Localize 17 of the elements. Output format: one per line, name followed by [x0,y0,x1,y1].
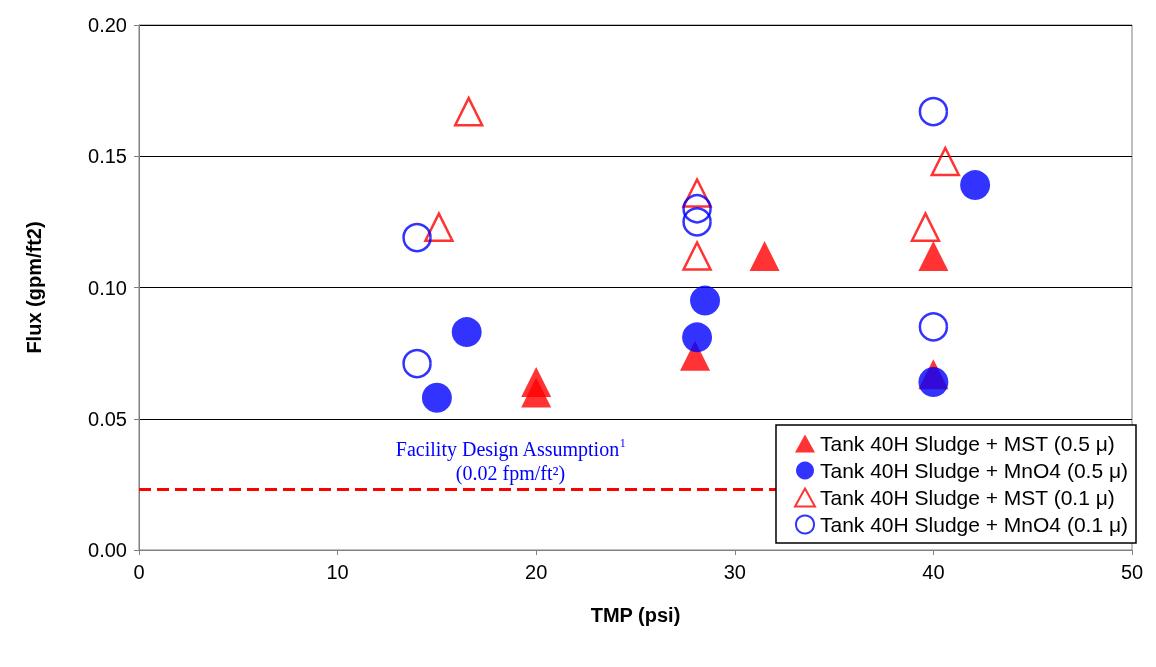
y-tick-label: 0.15 [88,145,127,168]
x-tick-label: 40 [922,561,945,583]
x-tick-label: 10 [326,561,349,583]
y-tick-label: 0.10 [88,276,127,299]
y-axis-title: Flux (gpm/ft2) [23,221,45,354]
x-tick-label: 20 [525,561,548,583]
legend-label: Tank 40H Sludge + MnO4 (0.5 μ) [819,459,1129,482]
legend-label: Tank 40H Sludge + MST (0.5 μ) [819,432,1115,455]
x-axis-title: TMP (psi) [590,604,681,626]
y-tick-label: 0.05 [88,407,127,430]
y-tick-label: 0.20 [88,14,127,36]
legend-label: Tank 40H Sludge + MnO4 (0.1 μ) [819,513,1129,536]
y-tick-label: 0.00 [88,539,127,561]
x-tick-label: 0 [133,561,145,583]
legend-label: Tank 40H Sludge + MST (0.1 μ) [819,486,1115,509]
x-tick-label: 30 [723,561,746,583]
x-tick-label: 50 [1120,561,1144,583]
